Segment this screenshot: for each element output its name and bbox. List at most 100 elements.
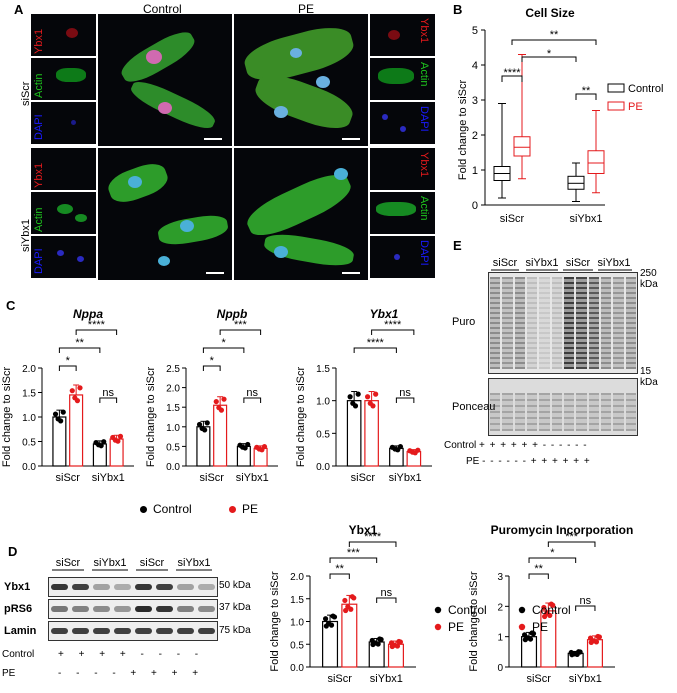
ch-label-ybx1: Ybx1	[33, 28, 45, 54]
col-label-pe: PE	[298, 2, 315, 16]
sig-label: ***	[565, 531, 579, 543]
sig-label: ****	[503, 67, 521, 79]
thumb-pe-siscr-dapi: DAPI	[370, 102, 435, 144]
y-tick-label: 4	[472, 60, 478, 72]
blot-ponceau	[488, 378, 638, 436]
panel-c-charts: Nppa Fold change to siScr 0.0 0.5 1.0 1.5 2.0 s…	[1, 307, 432, 484]
y-tick-label: 0.0	[316, 462, 330, 473]
ch-label-dapi: DAPI	[418, 106, 430, 132]
sig-bracket	[501, 75, 523, 82]
y-tick-label: 1.0	[316, 397, 330, 408]
blot-band	[114, 628, 131, 634]
y-tick-label: 1.0	[22, 413, 36, 424]
col-label-control: Control	[143, 2, 182, 16]
data-point	[245, 441, 251, 448]
sig-bracket	[521, 56, 577, 62]
data-point	[377, 636, 383, 642]
row-label-pe: PE	[2, 668, 16, 679]
data-point	[72, 395, 78, 401]
ch-label-dapi: DAPI	[418, 240, 430, 266]
data-point	[367, 400, 373, 406]
sig-bracket	[329, 573, 350, 579]
group-label: siYbx1	[597, 257, 630, 269]
legend-label-control: Control	[153, 502, 192, 516]
sig-bracket	[528, 557, 577, 563]
row-label-control: Control	[2, 649, 35, 660]
data-point	[239, 444, 246, 450]
blot-row-label: pRS6	[4, 603, 33, 615]
blot-band	[51, 628, 68, 634]
blot-band	[114, 584, 131, 590]
sig-label: ****	[88, 319, 106, 331]
y-tick-label: 0.5	[290, 640, 304, 651]
blot-label-ponceau: Ponceau	[452, 401, 496, 413]
sign-row-pe: - - - - + + + +	[58, 668, 199, 679]
blot-puro	[488, 272, 638, 374]
panel-d-charts: Ybx1 Fold change to siScr 0.0 0.5 1.0 1.5 2.0 s…	[269, 524, 633, 685]
box	[567, 175, 585, 190]
x-tick-label: siScr	[351, 472, 376, 484]
y-tick-label: 0.0	[290, 663, 304, 674]
data-point	[529, 630, 535, 636]
blot-band	[93, 606, 110, 612]
blot-label-puro: Puro	[452, 316, 476, 328]
data-point	[199, 425, 205, 431]
gel-group-labels: siScr siYbx1 siScr siYbx1	[491, 257, 632, 271]
legend-label-pe: PE	[242, 502, 259, 516]
blot-band	[156, 584, 173, 590]
bar	[322, 620, 339, 668]
ch-label-ybx1: Ybx1	[418, 152, 430, 178]
legend-c: Control PE	[140, 502, 258, 516]
blot-band	[198, 584, 215, 590]
gel-lane	[564, 277, 575, 369]
blot-band	[72, 606, 89, 612]
sig-bracket	[58, 365, 77, 371]
blot-band	[198, 606, 215, 612]
ch-label-dapi: DAPI	[33, 248, 45, 274]
x-tick-label: siYbx1	[569, 673, 602, 685]
y-tick-label: 2	[472, 130, 478, 142]
data-point	[349, 594, 355, 600]
gel-lane	[613, 277, 624, 369]
data-point	[343, 607, 349, 614]
treatment-row-pe: PE - - - - - - + + + + + +	[466, 456, 591, 467]
y-tick-label: 3	[472, 95, 478, 107]
thumb-siybx1-actin: Actin	[31, 192, 96, 234]
chart-title: Nppa	[73, 307, 103, 321]
sig-bracket	[348, 541, 397, 547]
legend-swatch-control	[607, 83, 625, 93]
y-tick-label: 2.0	[166, 384, 180, 395]
data-point	[101, 439, 107, 445]
sig-label: ****	[367, 337, 385, 349]
x-tick-label: siScr	[56, 472, 81, 484]
blot-group-labels: siScr siYbx1 siScr siYbx1	[52, 557, 212, 571]
data-point	[77, 385, 83, 391]
data-point	[117, 433, 124, 439]
group-label: siYbx1	[177, 557, 210, 569]
kda-marker-250: 250 kDa	[640, 268, 658, 290]
thumb-pe-siscr-ybx1: Ybx1	[370, 14, 435, 56]
chart-title: Ybx1	[370, 307, 399, 321]
y-tick-label: 1	[497, 633, 503, 644]
x-tick-label: siScr	[500, 213, 525, 225]
sig-brackets	[501, 39, 597, 100]
sig-label: **	[335, 563, 344, 575]
y-tick-label: 0.5	[166, 442, 180, 453]
legend-label-control: Control	[448, 603, 487, 617]
legend-dot-pe	[229, 506, 237, 513]
group-label: siScr	[56, 557, 81, 569]
panel-label-b: B	[453, 2, 463, 17]
blot-band	[198, 628, 215, 634]
blot-strip-lamin	[48, 621, 218, 641]
data-point	[196, 421, 203, 428]
sig-bracket	[202, 347, 245, 353]
data-point	[576, 649, 582, 655]
data-point	[370, 641, 376, 648]
sig-label: **	[550, 29, 559, 41]
data-point	[112, 437, 118, 443]
kda-label: 50 kDa	[219, 580, 251, 591]
merge-siscr-pe	[234, 14, 368, 146]
merge-siybx1-control	[98, 148, 232, 280]
gel-lane	[502, 277, 513, 369]
kda-unit: kDa	[640, 377, 658, 388]
